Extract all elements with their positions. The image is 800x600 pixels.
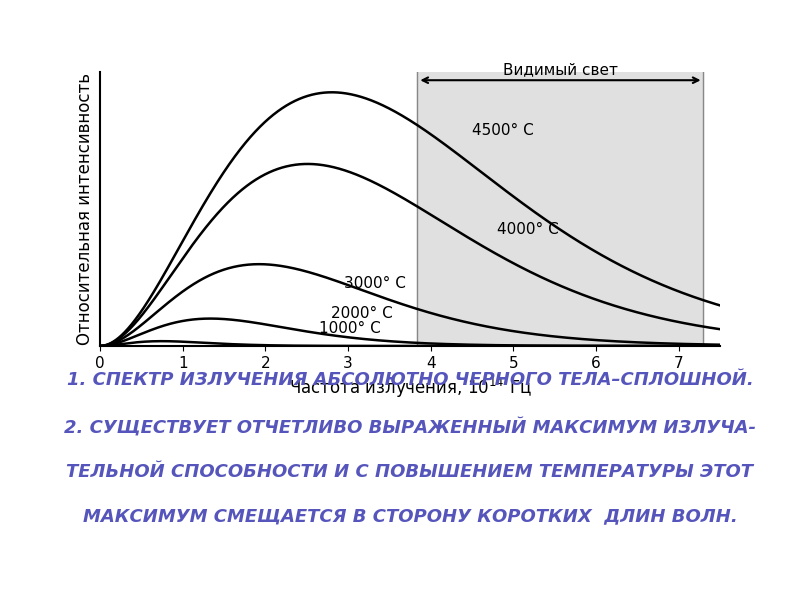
X-axis label: Частота излучения, 10$^{14}$ Гц: Частота излучения, 10$^{14}$ Гц — [289, 376, 531, 400]
Text: 4500° C: 4500° C — [472, 123, 534, 138]
Text: 1. СПЕКТР ИЗЛУЧЕНИЯ АБСОЛЮТНО ЧЕРНОГО ТЕЛА–СПЛОШНОЙ.: 1. СПЕКТР ИЗЛУЧЕНИЯ АБСОЛЮТНО ЧЕРНОГО ТЕ… — [66, 371, 754, 389]
Text: ТЕЛЬНОЙ СПОСОБНОСТИ И С ПОВЫШЕНИЕМ ТЕМПЕРАТУРЫ ЭТОТ: ТЕЛЬНОЙ СПОСОБНОСТИ И С ПОВЫШЕНИЕМ ТЕМПЕ… — [66, 463, 754, 481]
Text: МАКСИМУМ СМЕЩАЕТСЯ В СТОРОНУ КОРОТКИХ  ДЛИН ВОЛН.: МАКСИМУМ СМЕЩАЕТСЯ В СТОРОНУ КОРОТКИХ ДЛ… — [82, 507, 738, 525]
Y-axis label: Относительная интенсивность: Относительная интенсивность — [77, 73, 94, 345]
Text: 4000° C: 4000° C — [497, 222, 558, 237]
Bar — [418, 72, 703, 346]
Text: 3000° C: 3000° C — [344, 277, 406, 292]
Text: 2. СУЩЕСТВУЕТ ОТЧЕТЛИВО ВЫРАЖЕННЫЙ МАКСИМУМ ИЗЛУЧА-: 2. СУЩЕСТВУЕТ ОТЧЕТЛИВО ВЫРАЖЕННЫЙ МАКСИ… — [64, 418, 756, 437]
Text: 2000° C: 2000° C — [331, 306, 394, 321]
Text: 1000° C: 1000° C — [319, 321, 381, 336]
Text: Видимый свет: Видимый свет — [503, 62, 618, 77]
